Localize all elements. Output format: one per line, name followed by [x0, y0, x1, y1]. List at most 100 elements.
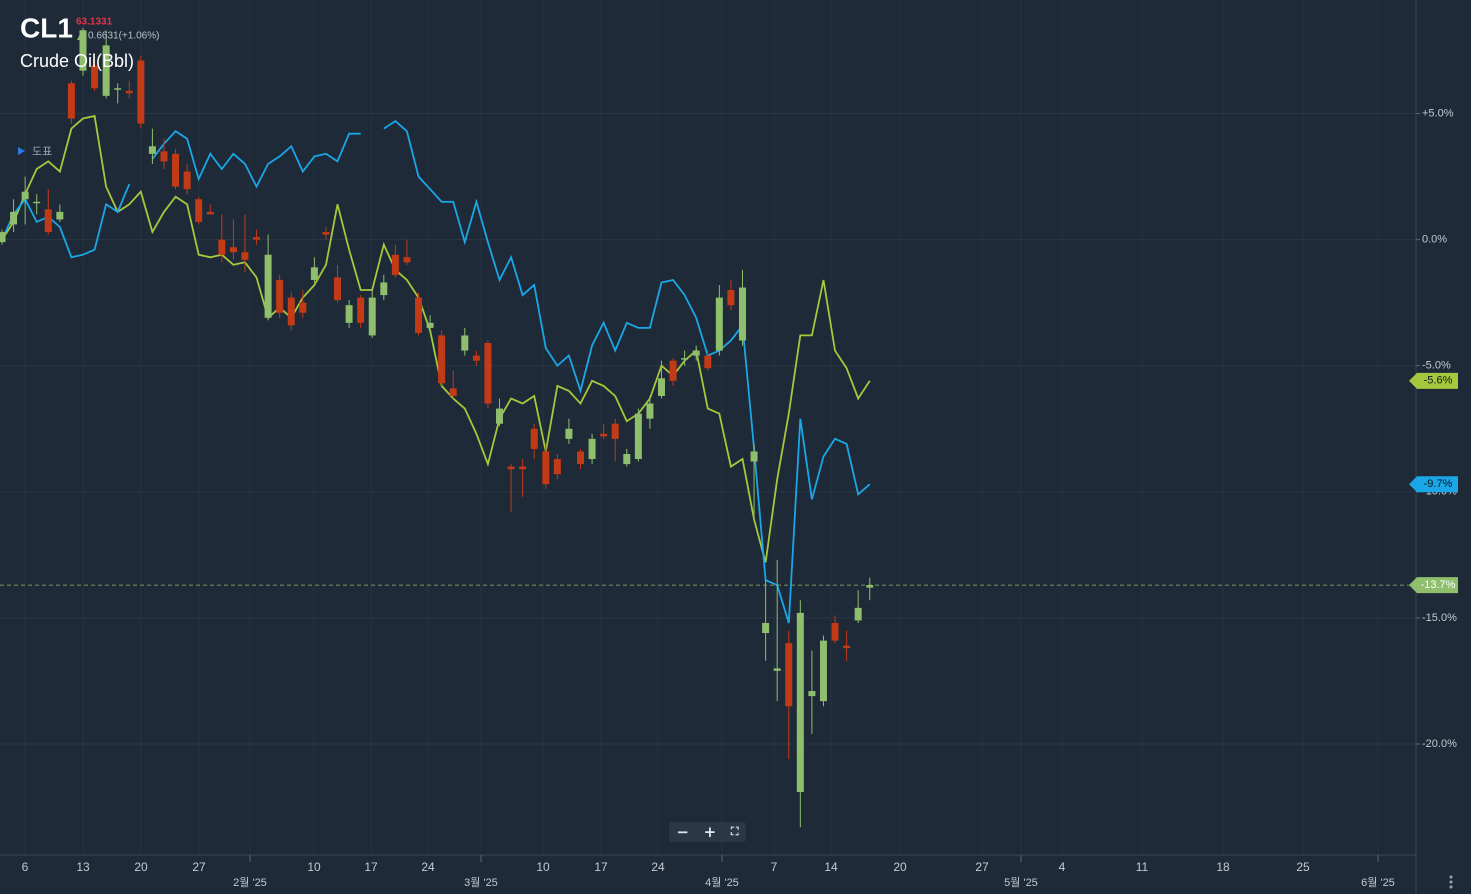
candle-body	[808, 691, 816, 697]
x-tick-label: 10	[307, 860, 321, 874]
zoom-controls: − + ⛶	[669, 822, 746, 842]
candle-body	[866, 585, 874, 588]
candle-body	[172, 153, 180, 187]
candle-body	[854, 607, 862, 621]
candle-body	[287, 297, 295, 326]
candle-body	[114, 88, 122, 90]
candle-body	[322, 232, 330, 235]
x-tick-label: 7	[771, 860, 778, 874]
candle-body	[241, 252, 249, 260]
candle-body	[646, 403, 654, 419]
candle-body	[253, 237, 261, 240]
candle-body	[380, 282, 388, 296]
candle-body	[484, 343, 492, 404]
candle-body	[750, 451, 758, 462]
candle-body	[79, 30, 87, 71]
candle-body	[229, 247, 237, 253]
candle-body	[657, 378, 665, 396]
candle-body	[704, 355, 712, 369]
candle-body	[206, 211, 214, 215]
legend-toggle[interactable]: 도표	[32, 146, 52, 158]
candle-body	[681, 358, 689, 360]
candle-body	[345, 305, 353, 323]
x-tick-label: 11	[1136, 860, 1149, 874]
candle-body	[773, 668, 781, 671]
candle-body	[507, 466, 515, 470]
x-tick-label: 4	[1059, 860, 1066, 874]
x-tick-label: 6	[22, 860, 29, 874]
candle-body	[183, 171, 191, 190]
x-tick-label: 17	[594, 860, 608, 874]
x-tick-label: 13	[76, 860, 90, 874]
y-tick-label: 0.0%	[1422, 234, 1447, 246]
grid	[0, 112, 1416, 745]
candle-body	[415, 297, 423, 333]
candle-body	[472, 355, 480, 361]
x-month-label: 5월 '25	[1004, 876, 1038, 889]
candle-body	[785, 643, 793, 707]
x-tick-label: 14	[824, 860, 838, 874]
candle-body	[160, 151, 168, 162]
candle-body	[102, 45, 110, 96]
candle-body	[357, 297, 365, 323]
zoom-out[interactable]: −	[676, 823, 689, 841]
fullscreen[interactable]: ⛶	[730, 825, 739, 838]
instrument-name: Crude Oil(Bbl)	[20, 51, 134, 71]
candle-body	[588, 438, 596, 460]
ticker: CL1	[20, 12, 73, 43]
candle-body	[10, 211, 18, 225]
candle-body	[496, 408, 504, 424]
y-tick-label: +5.0%	[1422, 107, 1454, 119]
candle-body	[334, 277, 342, 301]
candle-body	[565, 428, 573, 439]
last-value-label: -9.7%	[1424, 478, 1453, 490]
x-tick-label: 20	[893, 860, 907, 874]
change: 0.6631(+1.06%)	[88, 31, 159, 42]
x-month-label: 2월 '25	[233, 876, 267, 889]
x-tick-label: 18	[1216, 860, 1230, 874]
plot	[0, 27, 1416, 828]
y-tick-label: -15.0%	[1422, 612, 1457, 624]
candle-body	[461, 335, 469, 351]
candle-body	[634, 413, 642, 460]
candle-body	[819, 640, 827, 702]
candle-body	[0, 232, 6, 243]
x-month-label: 4월 '25	[705, 876, 739, 889]
candle-body	[553, 459, 561, 475]
candle-body	[426, 322, 434, 328]
zoom-in[interactable]: +	[703, 823, 717, 841]
candle-body	[44, 209, 52, 233]
candle-body	[403, 257, 411, 263]
last-value-label: -5.6%	[1424, 375, 1453, 387]
last-value-tag	[1409, 577, 1458, 594]
candle-body	[276, 279, 284, 313]
x-month-label: 6월 '25	[1361, 876, 1395, 889]
candle-body	[762, 622, 770, 634]
candle-body	[148, 146, 156, 154]
candle-body	[33, 201, 41, 204]
candle-body	[542, 451, 550, 485]
candle-body	[449, 388, 457, 396]
x-month-label: 3월 '25	[464, 876, 498, 889]
candle-body	[727, 290, 735, 306]
price: 63.1331	[76, 17, 113, 28]
line-series	[1, 114, 871, 563]
candle-body	[530, 428, 538, 449]
candle-body	[368, 297, 376, 336]
y-tick-label: -20.0%	[1422, 738, 1457, 750]
candle-body	[738, 287, 746, 341]
x-tick-label: 27	[192, 860, 206, 874]
x-tick-label: 24	[421, 860, 435, 874]
legend-toggle-icon[interactable]	[18, 147, 25, 155]
menu[interactable]	[1449, 875, 1453, 889]
candle-body	[91, 65, 99, 89]
last-value-label: -13.7%	[1421, 579, 1456, 591]
x-tick-label: 20	[134, 860, 148, 874]
candle-body	[715, 297, 723, 351]
candle-body	[519, 466, 527, 470]
candle-body	[218, 239, 226, 255]
x-tick-label: 10	[536, 860, 550, 874]
candle-body	[264, 254, 272, 318]
candle-body	[195, 199, 203, 222]
